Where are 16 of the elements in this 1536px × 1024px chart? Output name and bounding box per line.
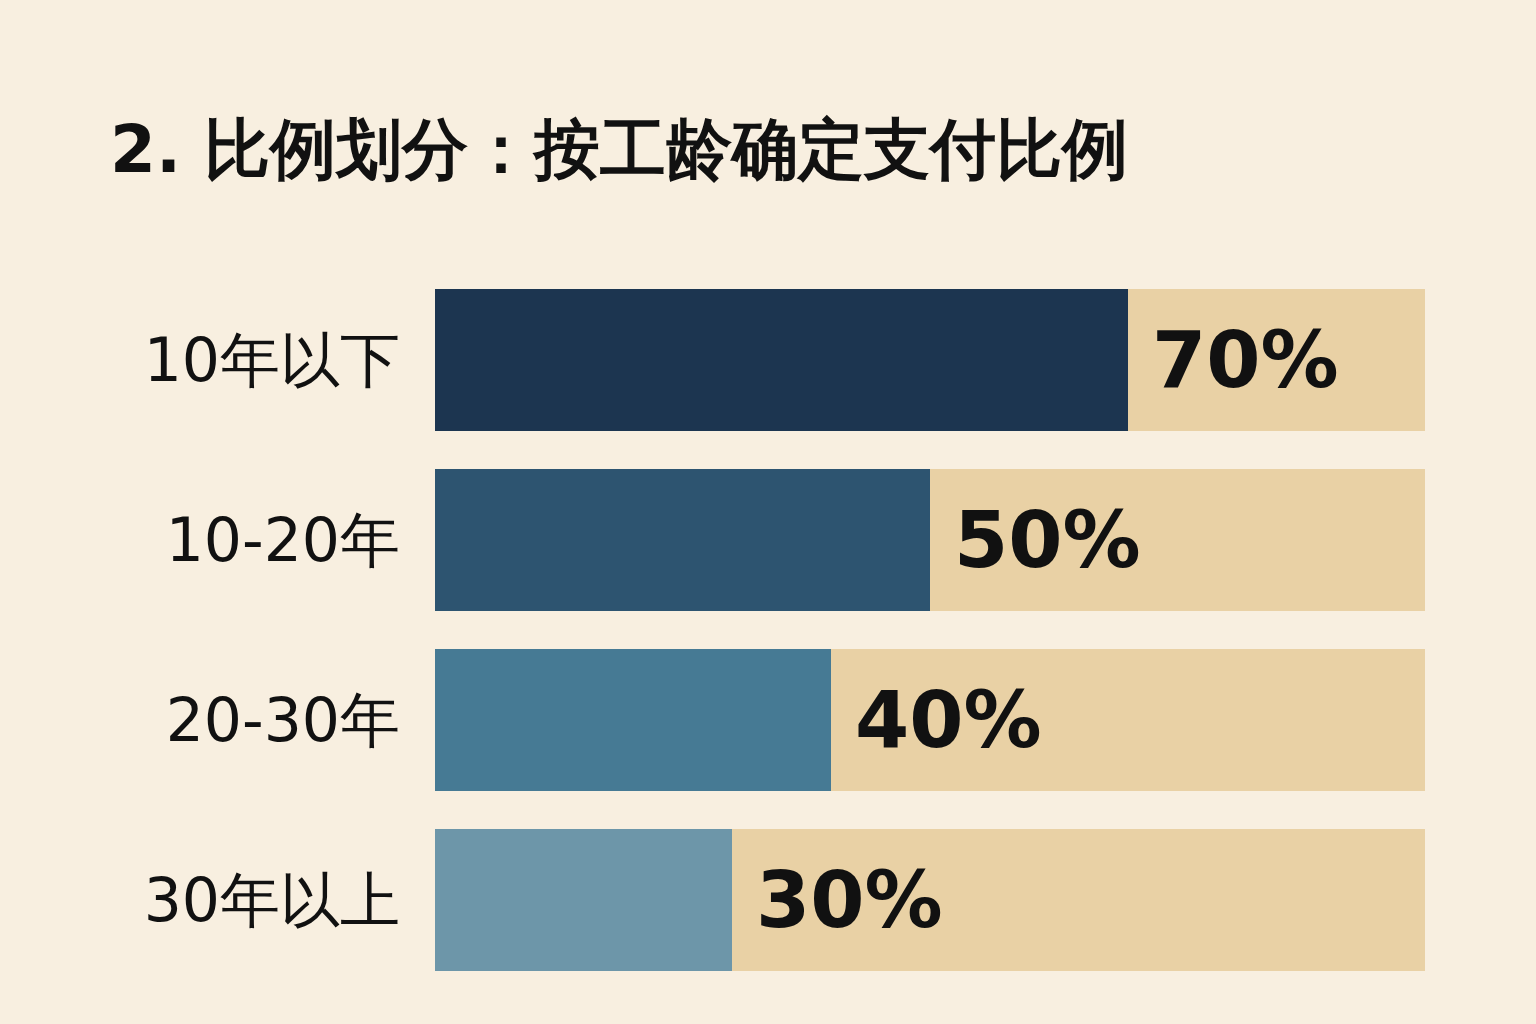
y-tick-label: 20-30年	[165, 685, 400, 755]
data-label: 30%	[756, 855, 943, 945]
bar	[435, 289, 1128, 431]
y-tick-label: 10-20年	[165, 505, 400, 575]
y-tick-label: 10年以下	[143, 325, 400, 395]
chart-title: 2. 比例划分：按工龄确定支付比例	[110, 111, 1128, 188]
bar	[930, 469, 1425, 611]
bar	[732, 829, 1425, 971]
data-label: 40%	[855, 675, 1042, 765]
y-tick-label: 30年以上	[143, 865, 400, 935]
bar	[831, 649, 1425, 791]
bar	[435, 649, 831, 791]
data-label: 70%	[1152, 315, 1339, 405]
bar	[435, 469, 930, 611]
bar	[435, 829, 732, 971]
data-label: 50%	[954, 495, 1141, 585]
